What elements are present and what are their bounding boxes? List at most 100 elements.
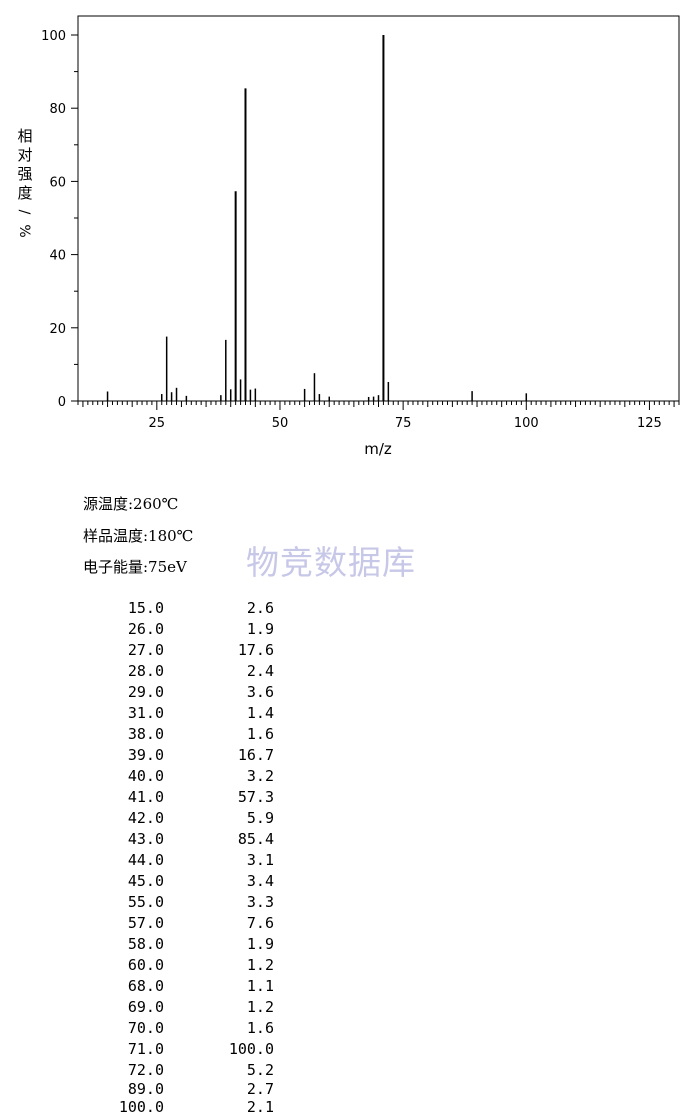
y-axis-label-char: 对 [17, 146, 32, 164]
plot-frame [77, 15, 680, 402]
mz-value: 60.0 [127, 956, 164, 974]
intensity-value: 1.1 [246, 977, 274, 995]
peak-row: 100.0 2.1 [96, 1097, 274, 1118]
mz-value: 39.0 [127, 746, 164, 764]
mz-value: 57.0 [127, 914, 164, 932]
intensity-value: 16.7 [237, 746, 274, 764]
peak-row: 44.0 3.1 [96, 850, 274, 871]
intensity-value: 3.4 [246, 872, 274, 890]
intensity-value: 3.1 [246, 851, 274, 869]
mz-value: 89.0 [127, 1080, 164, 1098]
peak-row: 39.0 16.7 [96, 745, 274, 766]
peak-row: 45.0 3.4 [96, 871, 274, 892]
mz-value: 15.0 [127, 599, 164, 617]
peak-row: 31.0 1.4 [96, 703, 274, 724]
peak-row: 57.0 7.6 [96, 913, 274, 934]
intensity-value: 57.3 [237, 788, 274, 806]
mz-value: 70.0 [127, 1019, 164, 1037]
intensity-value: 85.4 [237, 830, 274, 848]
peak-row: 89.0 2.7 [96, 1081, 274, 1097]
mz-value: 72.0 [127, 1061, 164, 1079]
mz-value: 68.0 [127, 977, 164, 995]
mz-value: 41.0 [127, 788, 164, 806]
mz-value: 100.0 [118, 1098, 164, 1116]
intensity-value: 2.6 [246, 599, 274, 617]
acquisition-conditions: 源温度:260℃ 样品温度:180℃ 电子能量:75eV [83, 493, 193, 588]
peak-row: 60.0 1.2 [96, 955, 274, 976]
x-tick-label: 25 [149, 416, 166, 431]
y-tick-label: 60 [49, 175, 66, 190]
sample-temperature: 样品温度:180℃ [83, 526, 194, 545]
mz-value: 38.0 [127, 725, 164, 743]
source-temperature: 源温度:260℃ [83, 495, 179, 513]
x-axis-label: m/z [364, 440, 392, 458]
peak-row: 68.0 1.1 [96, 976, 274, 997]
intensity-value: 1.2 [246, 956, 274, 974]
electron-energy: 电子能量:75eV [83, 558, 187, 576]
peak-row: 38.0 1.6 [96, 724, 274, 745]
mz-value: 31.0 [127, 704, 164, 722]
mz-value: 43.0 [127, 830, 164, 848]
mz-value: 28.0 [127, 662, 164, 680]
y-axis-label-char: 相 [17, 127, 32, 145]
y-tick-label: 20 [49, 322, 66, 337]
y-tick-label: 100 [41, 29, 66, 44]
intensity-value: 1.6 [246, 1019, 274, 1037]
mz-value: 71.0 [127, 1040, 164, 1058]
peak-row: 15.0 2.6 [96, 598, 274, 619]
peak-row: 29.0 3.6 [96, 682, 274, 703]
intensity-value: 5.9 [246, 809, 274, 827]
peak-row: 27.0 17.6 [96, 640, 274, 661]
peak-row: 43.0 85.4 [96, 829, 274, 850]
mz-value: 55.0 [127, 893, 164, 911]
intensity-value: 100.0 [228, 1040, 274, 1058]
intensity-value: 17.6 [237, 641, 274, 659]
peak-row: 71.0 100.0 [96, 1039, 274, 1060]
peak-row: 58.0 1.9 [96, 934, 274, 955]
y-axis-label-char: 度 [17, 184, 32, 202]
mz-value: 27.0 [127, 641, 164, 659]
y-tick-label: 40 [49, 249, 66, 264]
watermark: 物竞数据库 [246, 543, 416, 582]
peak-table: 15.0 2.6 26.0 1.9 27.0 17.6 28.0 2.4 29.0 3.6 31.0… [96, 598, 274, 1118]
peak-row: 28.0 2.4 [96, 661, 274, 682]
intensity-value: 2.4 [246, 662, 274, 680]
y-tick-label: 80 [49, 102, 66, 117]
intensity-value: 1.4 [246, 704, 274, 722]
mz-value: 26.0 [127, 620, 164, 638]
y-axis-label-char: / [16, 210, 32, 215]
peak-row: 70.0 1.6 [96, 1018, 274, 1039]
x-tick-label: 125 [637, 416, 662, 431]
mz-value: 40.0 [127, 767, 164, 785]
intensity-value: 5.2 [246, 1061, 274, 1079]
intensity-value: 1.2 [246, 998, 274, 1016]
intensity-value: 2.7 [246, 1080, 274, 1098]
peak-row: 72.0 5.2 [96, 1060, 274, 1081]
intensity-value: 3.3 [246, 893, 274, 911]
peak-row: 55.0 3.3 [96, 892, 274, 913]
intensity-value: 1.6 [246, 725, 274, 743]
intensity-value: 7.6 [246, 914, 274, 932]
y-axis-label-char: 强 [17, 165, 32, 183]
x-tick-label: 100 [514, 416, 539, 431]
mz-value: 42.0 [127, 809, 164, 827]
mz-value: 45.0 [127, 872, 164, 890]
intensity-value: 3.2 [246, 767, 274, 785]
peak-row: 41.0 57.3 [96, 787, 274, 808]
intensity-value: 2.1 [246, 1098, 274, 1116]
mz-value: 29.0 [127, 683, 164, 701]
mz-value: 44.0 [127, 851, 164, 869]
peak-row: 26.0 1.9 [96, 619, 274, 640]
mz-value: 69.0 [127, 998, 164, 1016]
y-axis-label-char: % [16, 224, 32, 237]
y-tick-label: 0 [58, 395, 66, 410]
peak-row: 40.0 3.2 [96, 766, 274, 787]
x-tick-label: 75 [395, 416, 412, 431]
intensity-value: 1.9 [246, 935, 274, 953]
peak-row: 42.0 5.9 [96, 808, 274, 829]
mz-value: 58.0 [127, 935, 164, 953]
x-tick-label: 50 [272, 416, 289, 431]
intensity-value: 3.6 [246, 683, 274, 701]
intensity-value: 1.9 [246, 620, 274, 638]
